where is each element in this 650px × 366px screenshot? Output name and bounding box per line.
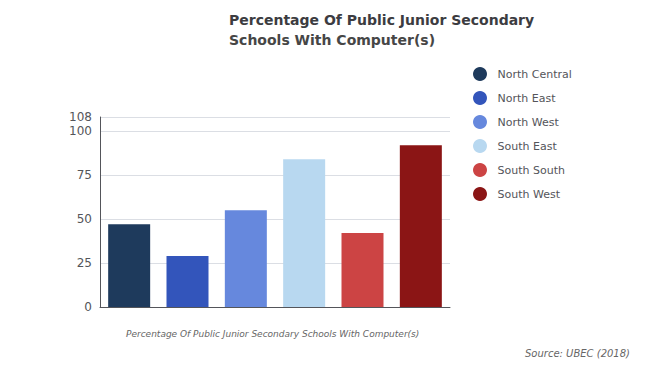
svg-text:0: 0 [84, 300, 92, 314]
svg-text:South West: South West [498, 188, 561, 201]
svg-text:South South: South South [498, 164, 565, 177]
svg-text:South East: South East [498, 140, 558, 153]
svg-text:Schools With Computer(s): Schools With Computer(s) [229, 32, 435, 48]
svg-text:Percentage Of Public Junior Se: Percentage Of Public Junior Secondary Sc… [126, 329, 419, 339]
svg-text:50: 50 [77, 212, 92, 226]
svg-text:Source: UBEC (2018): Source: UBEC (2018) [525, 348, 630, 359]
svg-text:North West: North West [498, 116, 560, 129]
svg-text:108: 108 [69, 110, 92, 124]
svg-text:25: 25 [77, 256, 92, 270]
svg-text:75: 75 [77, 168, 92, 182]
svg-text:Percentage Of Public Junior Se: Percentage Of Public Junior Secondary [229, 12, 534, 28]
svg-text:100: 100 [69, 124, 92, 138]
svg-text:North East: North East [498, 92, 557, 105]
svg-text:North Central: North Central [498, 68, 572, 81]
